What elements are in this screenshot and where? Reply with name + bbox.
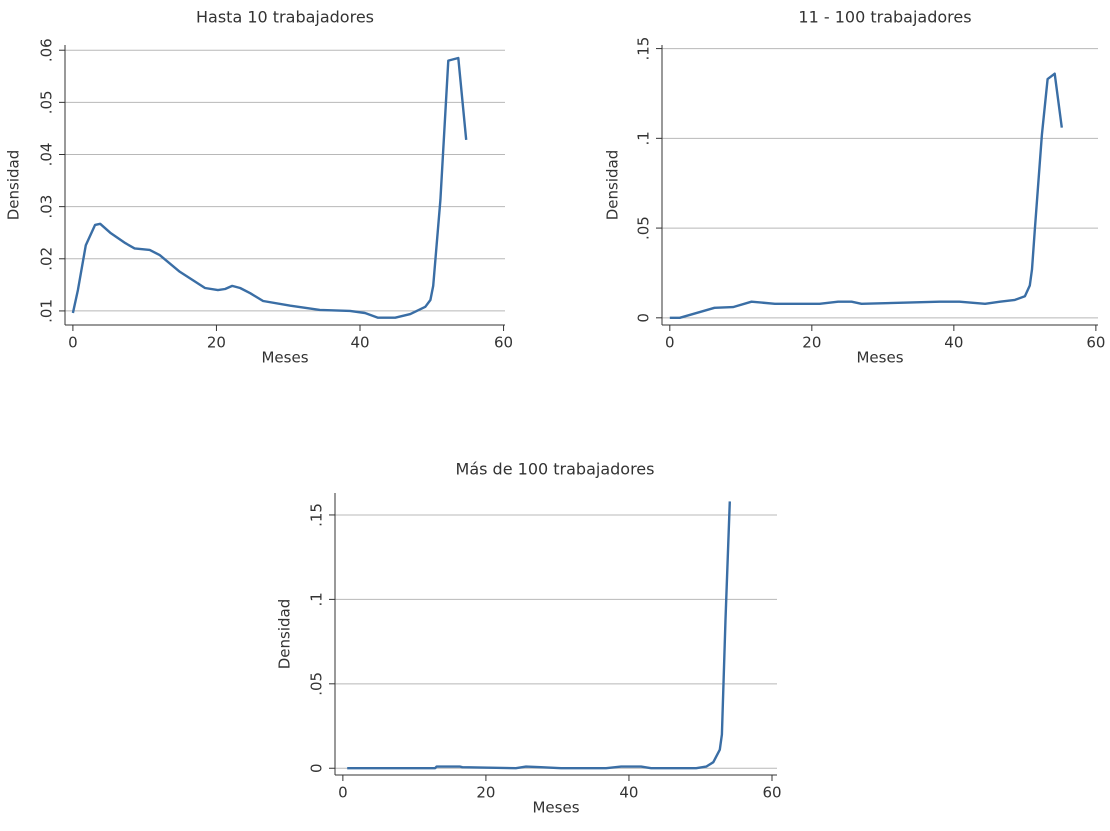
y-tick-label: .01: [38, 299, 56, 323]
x-tick-label: 20: [802, 334, 821, 352]
y-tick-label: .05: [635, 216, 653, 240]
y-tick-label: .04: [38, 143, 56, 167]
y-tick-label: 0: [635, 313, 653, 323]
y-tick-label: .05: [308, 672, 326, 696]
x-tick-label: 20: [476, 784, 495, 802]
x-tick-label: 0: [338, 784, 348, 802]
density-line: [71, 56, 468, 319]
x-tick-label: 60: [762, 784, 781, 802]
y-tick-label: .03: [38, 195, 56, 219]
y-tick-label: .06: [38, 38, 56, 62]
x-axis-title: Meses: [261, 349, 308, 367]
y-axis-title: Densidad: [604, 150, 622, 221]
x-tick-label: 40: [944, 334, 963, 352]
chart-title: Más de 100 trabajadores: [456, 460, 655, 479]
x-tick-label: 20: [207, 334, 226, 352]
y-tick-label: .15: [308, 503, 326, 527]
x-tick-label: 0: [68, 334, 78, 352]
chart-title: 11 - 100 trabajadores: [798, 8, 971, 27]
y-tick-label: .1: [308, 592, 326, 606]
density-line: [347, 501, 731, 770]
x-tick-label: 40: [350, 334, 369, 352]
y-axis-title: Densidad: [5, 150, 23, 221]
x-tick-label: 40: [619, 784, 638, 802]
x-tick-label: 60: [494, 334, 513, 352]
x-tick-label: 0: [665, 334, 675, 352]
chart-title: Hasta 10 trabajadores: [196, 8, 374, 27]
y-axis-title: Densidad: [276, 599, 294, 670]
x-axis-title: Meses: [532, 799, 579, 817]
y-tick-label: .15: [635, 37, 653, 61]
y-tick-label: 0: [308, 763, 326, 773]
x-tick-label: 60: [1086, 334, 1105, 352]
y-tick-label: .02: [38, 247, 56, 271]
x-axis-title: Meses: [856, 349, 903, 367]
density-line: [669, 72, 1063, 319]
y-tick-label: .05: [38, 90, 56, 114]
y-tick-label: .1: [635, 131, 653, 145]
